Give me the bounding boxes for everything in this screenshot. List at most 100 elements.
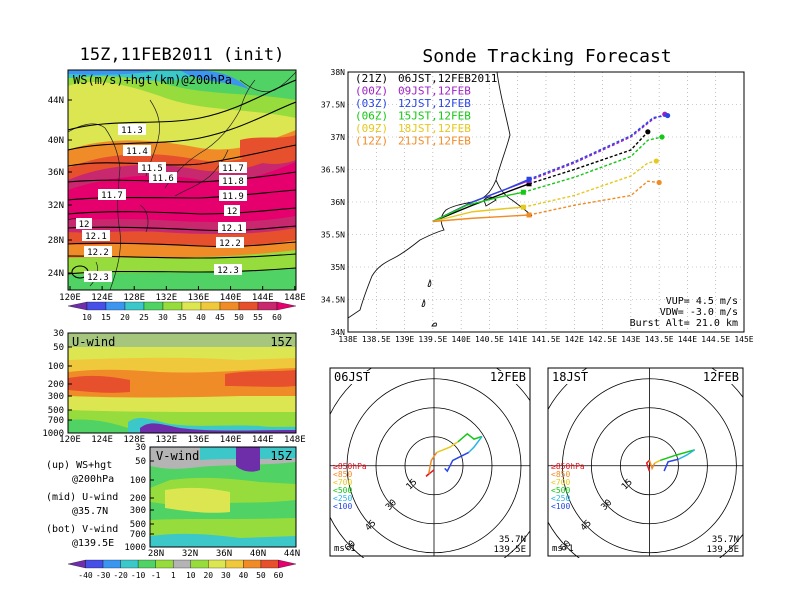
burst-marker-2 [526,176,532,182]
map-colorbar: 10 15 20 25 30 35 40 45 50 55 60 [67,301,297,322]
tracking-lon-label: 142E [565,335,584,344]
u-pressure-label: 300 [48,392,64,402]
u-lon-label: 120E [59,435,81,445]
u-pressure-label: 100 [48,362,64,372]
colorbar-swatch [219,301,240,311]
map-lon-label: 132E [155,293,177,303]
track-line-dashed-5 [528,180,660,216]
tracking-lat-label: 37.5N [321,101,345,110]
tracking-lon-ticks: 138E 138.5E 139E 139.5E 140E 140.5E 141E 141.5E… [338,335,753,344]
contour-label-bg [84,246,112,257]
hodograph-lon: 139.5E [493,545,526,555]
contour-label-bg [219,190,247,201]
v-colorbar-swatch [208,559,226,569]
v-pressure-label: 30 [135,443,146,453]
colorbar-label: 15 [101,313,111,322]
map-lon-label: 148E [284,293,306,303]
hodograph-trace-4 [678,449,696,460]
burst-marker-0 [526,181,532,187]
v-colorbar-label: -40 [78,571,93,580]
v-pressure-label: 700 [130,530,146,540]
colorbar-label: 20 [120,313,130,322]
hodograph-date: 12FEB [490,370,526,384]
hodograph-legend-item: <100 [551,502,570,511]
tracking-lon-label: 141.5E [532,335,561,344]
hodograph-trace-0 [645,459,651,472]
tracking-lat-label: 34N [331,328,346,337]
colorbar-swatch [200,301,221,311]
v-colorbar-swatch [278,559,297,569]
contour-label: 11.3 [121,126,143,136]
contour-label-bg [216,237,244,248]
contour-label-bg [98,189,126,200]
v-colorbar-label: 30 [221,571,231,580]
u-lon-label: 140E [220,435,242,445]
map-lon-label: 144E [252,293,274,303]
legend-code: (21Z) [355,72,388,85]
tracking-series [432,111,671,223]
legend-time: 21JST,12FEB [398,135,471,148]
v-pressure-label: 1000 [124,543,146,553]
colorbar-label: 10 [82,313,92,322]
contour-label-bg [219,175,247,186]
hodograph-date-bg [480,371,528,384]
hodograph-time: 18JST [552,370,588,384]
contour-label-bg [118,124,146,135]
u-pressure-label: 50 [53,343,64,353]
track-line-0 [432,183,530,223]
map-panel-label: WS(m/s)+hgt(km)@200hPa [73,73,232,87]
v-colorbar-swatch [243,559,262,569]
tracking-lon-label: 144E [678,335,697,344]
legend-code: (00Z) [355,85,388,98]
v-lat-ticks: 28N 32N 36N 40N 44N [148,549,300,559]
colorbar-label: 55 [253,313,263,322]
u-pressure-label: 30 [53,329,64,339]
map-lon-label: 128E [123,293,145,303]
v-pressure-label: 300 [130,506,146,516]
hodograph-lon: 139.5E [706,545,739,555]
contour-label: 12 [79,220,90,230]
contour-label-bg [123,145,151,156]
hodograph-unit: ms-1 [334,544,356,554]
v-colorbar-label: 10 [186,571,196,580]
hodograph-date-bg [693,371,741,384]
tracking-lon-label: 140.5E [475,335,504,344]
v-colorbar-label: 60 [274,571,284,580]
landing-marker-4 [653,158,659,164]
tracking-lon-label: 145E [734,335,753,344]
hodograph-legend-item: <500 [551,486,570,495]
contour-label-bg [149,172,177,183]
u-pressure-label: 500 [48,406,64,416]
v-colorbar-swatch [102,559,121,569]
colorbar-swatch [162,301,183,311]
colorbar-label: 40 [196,313,206,322]
tracking-lon-label: 140E [452,335,471,344]
legend-code: (03Z) [355,97,388,110]
track-line-dashed-2 [528,114,668,180]
hodograph-date: 12FEB [703,370,739,384]
track-line-dashed-3 [523,136,663,193]
contour-label: 12.2 [87,248,109,258]
contour-label-bg [82,230,110,241]
legend-time: 06JST,12FEB2011 [398,72,497,85]
v-lat-label: 28N [148,549,164,559]
hodograph-trace-3 [457,432,483,443]
u-wind-title: U-wind [72,335,115,349]
hodograph-trace-2 [436,441,459,454]
map-lat-label: 44N [48,96,64,106]
burst-marker-3 [520,189,526,195]
right-title: Sonde Tracking Forecast [422,46,671,67]
tracking-lat-ticks: 38N 37.5N 37N 36.5N 36N 35.5N 35N 34.5N 34N [321,68,345,337]
hodograph-trace-5 [663,458,679,472]
colorbar-label: 60 [272,313,282,322]
panel-notes: (up) WS+hgt @200hPa (mid) U-wind @35.7N … [46,460,118,549]
tracking-lon-label: 138.5E [362,335,391,344]
v-colorbar-label: 40 [239,571,249,580]
map-lat-label: 32N [48,201,64,211]
tracking-lat-label: 35.5N [321,231,345,240]
u-pressure-label: 200 [48,380,64,390]
